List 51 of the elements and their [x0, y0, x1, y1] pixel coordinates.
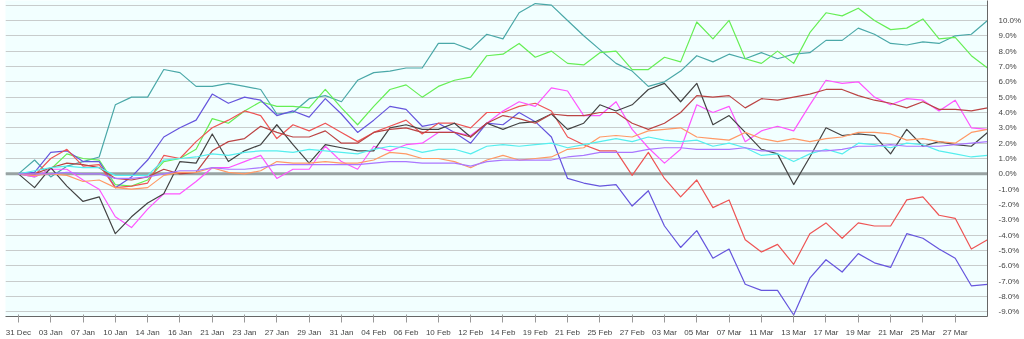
- x-tick-label: 07 Jan: [71, 327, 96, 337]
- y-tick-label: 9.0%: [998, 31, 1017, 41]
- x-tick-label: 12 Feb: [458, 327, 484, 337]
- y-tick-label: -4.0%: [998, 230, 1020, 240]
- y-tick-label: 6.0%: [998, 77, 1017, 87]
- x-tick-label: 31 Jan: [329, 327, 354, 337]
- y-tick-label: 10.0%: [998, 15, 1022, 25]
- y-tick-label: 3.0%: [998, 123, 1017, 133]
- x-tick-label: 11 Mar: [749, 327, 774, 337]
- y-tick-label: 5.0%: [998, 92, 1017, 102]
- y-tick-label: 7.0%: [998, 61, 1017, 71]
- x-tick-label: 27 Feb: [619, 327, 646, 337]
- x-tick-label: 27 Mar: [942, 327, 968, 337]
- x-tick-label: 21 Feb: [555, 327, 581, 337]
- x-tick-label: 16 Jan: [167, 327, 192, 337]
- x-tick-label: 03 Jan: [38, 327, 63, 337]
- x-tick-label: 10 Jan: [103, 327, 128, 337]
- y-tick-label: 0.0%: [998, 169, 1017, 179]
- x-tick-label: 05 Mar: [684, 327, 710, 337]
- y-tick-label: 1.0%: [998, 154, 1017, 163]
- y-tick-label: -1.0%: [998, 184, 1020, 194]
- y-tick-label: 2.0%: [998, 138, 1017, 148]
- x-tick-label: 19 Feb: [522, 327, 549, 337]
- x-tick-label: 19 Mar: [845, 327, 872, 337]
- x-tick-label: 10 Feb: [425, 327, 452, 337]
- x-tick-label: 06 Feb: [393, 327, 420, 337]
- x-tick-label: 07 Mar: [716, 327, 742, 337]
- x-tick-label: 13 Mar: [781, 327, 807, 337]
- x-tick-label: 03 Mar: [652, 327, 678, 337]
- x-tick-label: 21 Mar: [878, 327, 904, 337]
- x-tick-label: 27 Jan: [264, 327, 289, 337]
- x-tick-label: 23 Jan: [232, 327, 257, 337]
- x-tick-label: 31 Dec: [5, 327, 32, 337]
- y-tick-label: -9.0%: [998, 307, 1020, 317]
- x-tick-label: 17 Mar: [813, 327, 839, 337]
- x-tick-label: 25 Feb: [587, 327, 613, 337]
- y-tick-label: -6.0%: [998, 261, 1020, 271]
- x-tick-label: 29 Jan: [297, 327, 322, 337]
- x-tick-label: 04 Feb: [361, 327, 387, 337]
- y-tick-label: -2.0%: [998, 200, 1020, 210]
- x-tick-label: 14 Jan: [135, 327, 160, 337]
- line-series: [17, 127, 988, 190]
- x-tick-label: 14 Feb: [490, 327, 516, 337]
- y-tick-label: 8.0%: [998, 46, 1017, 56]
- x-tick-label: 21 Jan: [200, 327, 225, 337]
- y-tick-label: 4.0%: [998, 107, 1017, 117]
- x-tick-label: 25 Mar: [910, 327, 936, 337]
- y-tick-label: -3.0%: [998, 215, 1020, 225]
- y-tick-label: -8.0%: [998, 292, 1020, 302]
- y-tick-label: -5.0%: [998, 246, 1020, 256]
- y-tick-label: -7.0%: [998, 276, 1020, 286]
